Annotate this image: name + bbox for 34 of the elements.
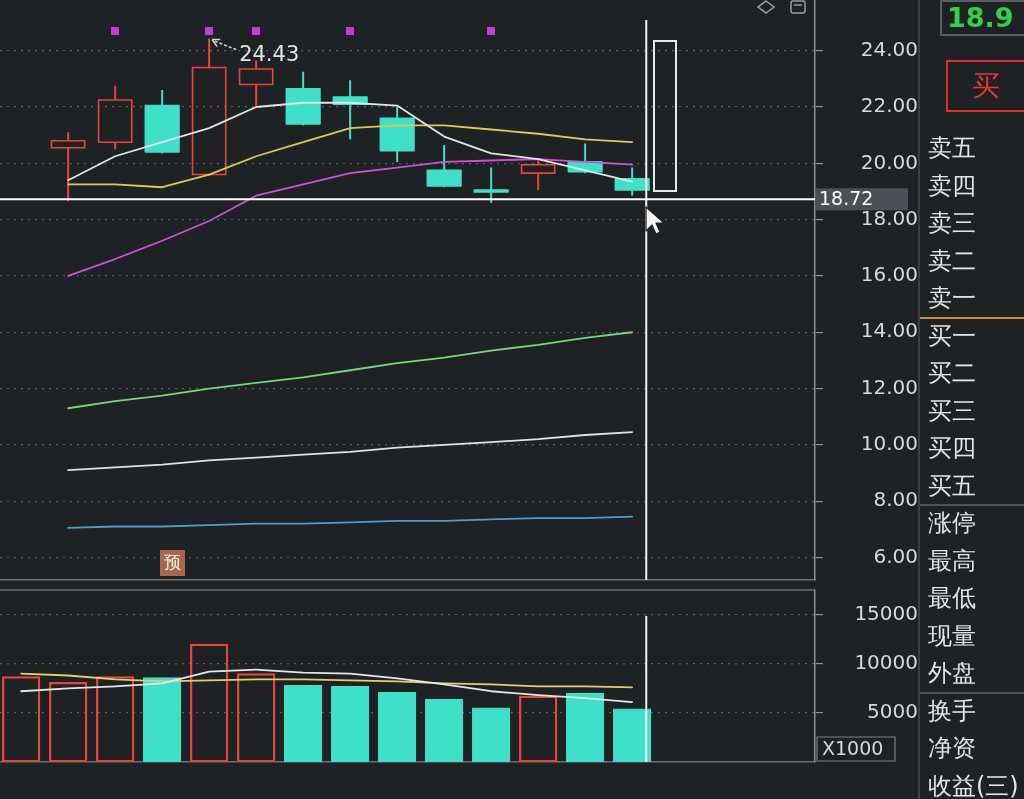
annotation: 24.43	[239, 42, 300, 67]
y-tick-label: 16.00	[860, 262, 918, 287]
price-field: 18.9	[940, 0, 1024, 36]
text: 最低	[928, 583, 976, 613]
text: 卖二	[928, 245, 976, 276]
text: 卖四	[928, 170, 976, 201]
text: 买四	[928, 433, 976, 463]
y-tick-label: 10000	[854, 649, 918, 674]
text: 换手	[928, 695, 976, 726]
y-tick-label: 24.00	[860, 36, 918, 61]
text: 买三	[928, 395, 976, 426]
annotation: 预	[164, 552, 181, 573]
text: 卖五	[928, 133, 976, 163]
text: 外盘	[928, 658, 976, 688]
text: 最高	[928, 545, 976, 576]
y-tick-label: 22.00	[860, 93, 918, 118]
text: 净资	[928, 733, 976, 763]
y-tick-label: 15000	[854, 600, 918, 625]
y-tick-label: 6.00	[873, 543, 918, 568]
y-tick-label: 20.00	[860, 149, 918, 174]
text: 收益(三)	[928, 770, 1019, 799]
y-tick-label: 8.00	[873, 487, 918, 512]
y-tick-label: 14.00	[860, 318, 918, 343]
text: 买五	[928, 470, 976, 501]
text: 卖一	[928, 283, 976, 313]
y-axis-title: X1000	[822, 736, 884, 759]
y-tick-label: 10.00	[860, 431, 918, 456]
y-tick-label: 12.00	[860, 374, 918, 399]
text: 买二	[928, 358, 976, 388]
text: 涨停	[928, 508, 976, 538]
text: 现量	[928, 620, 976, 651]
y-tick-label: 5000	[867, 699, 918, 724]
text: 买一	[928, 320, 976, 351]
text: 卖三	[928, 208, 976, 238]
